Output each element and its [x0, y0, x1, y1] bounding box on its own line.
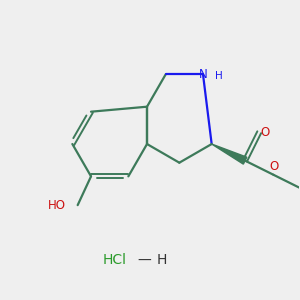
Text: H: H [215, 71, 222, 81]
Text: N: N [199, 68, 208, 81]
Text: H: H [157, 254, 167, 268]
Text: O: O [269, 160, 279, 173]
Text: —: — [137, 254, 151, 268]
Text: HO: HO [48, 199, 66, 212]
Polygon shape [212, 144, 247, 164]
Text: O: O [261, 126, 270, 139]
Text: HCl: HCl [102, 254, 126, 268]
